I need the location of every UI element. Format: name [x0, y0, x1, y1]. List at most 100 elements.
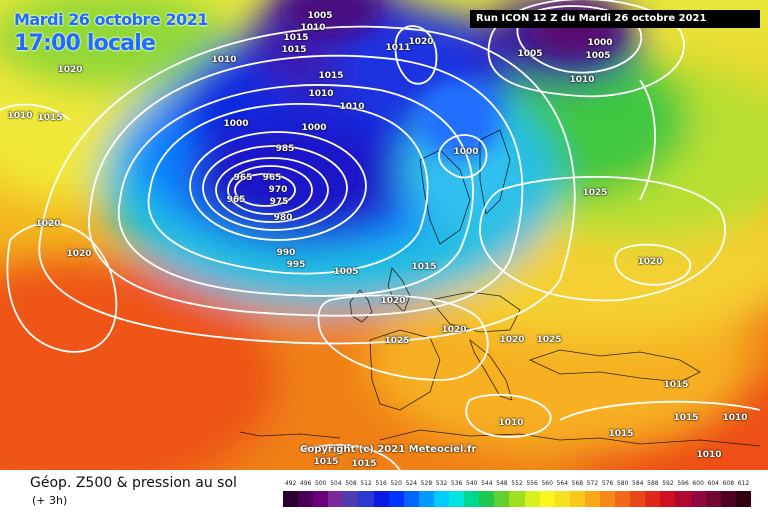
color-scale-label: 572 [586, 480, 599, 487]
color-scale-swatch [313, 491, 329, 507]
copyright-text: Copyright (c) 2021 Meteociel.fr [300, 444, 477, 455]
model-run-label: Run ICON 12 Z du Mardi 26 octobre 2021 [470, 10, 760, 28]
color-scale-swatch [705, 491, 721, 507]
isobar-label: 1015 [608, 429, 634, 439]
isobar-label: 1015 [281, 45, 307, 55]
map-title: Géop. Z500 & pression au sol [30, 475, 237, 491]
isobar-label: 970 [268, 185, 288, 195]
isobar-label: 995 [286, 260, 306, 270]
color-scale-swatch [524, 491, 540, 507]
isobar-label: 1020 [380, 296, 406, 306]
isobar-label: 1015 [313, 457, 339, 467]
isobar-label: 1000 [453, 147, 479, 157]
color-scale-label: 588 [647, 480, 659, 487]
color-scale-label: 532 [435, 480, 448, 487]
isobar-label: 1025 [582, 188, 608, 198]
isobar-label: 1025 [536, 335, 562, 345]
isobar-label: 1020 [637, 257, 663, 267]
geopotential-field [0, 0, 768, 470]
isobar-label: 1015 [411, 262, 437, 272]
color-scale-swatch [599, 491, 616, 507]
isobar-label: 1010 [569, 75, 595, 85]
color-scale-label: 512 [360, 480, 372, 487]
color-scale-swatch [584, 491, 600, 507]
color-scale-swatch [343, 491, 359, 507]
forecast-time: 17:00 locale [14, 31, 156, 56]
color-scale-label: 500 [315, 480, 327, 487]
color-scale: 492 496 500 504 508 512 516 520 524 528 532 536 540 5… [283, 480, 751, 508]
color-scale-swatch [388, 491, 404, 507]
color-scale-label: 544 [481, 480, 493, 487]
color-scale-bar [283, 491, 751, 507]
isobar-label: 1020 [35, 219, 61, 229]
forecast-date: Mardi 26 octobre 2021 [14, 10, 208, 29]
color-scale-label: 564 [556, 480, 569, 487]
color-scale-label: 600 [692, 480, 704, 487]
color-scale-label: 556 [526, 480, 538, 487]
isobar-label: 1000 [587, 38, 613, 48]
forecast-offset: (+ 3h) [32, 494, 68, 507]
color-scale-label: 508 [345, 480, 357, 487]
isobar-label: 1005 [307, 11, 333, 21]
color-scale-swatch [660, 491, 676, 507]
isobar-label: 980 [273, 213, 293, 223]
color-scale-label: 584 [632, 480, 644, 487]
color-scale-label: 576 [601, 480, 614, 487]
color-scale-swatch [298, 491, 314, 507]
map-legend-footer: Géop. Z500 & pression au sol (+ 3h) 492 4… [0, 470, 768, 512]
color-scale-labels: 492 496 500 504 508 512 516 520 524 528 532 536 540 5… [283, 480, 751, 490]
color-scale-swatch [403, 491, 419, 507]
color-scale-swatch [720, 491, 736, 507]
color-scale-swatch [449, 491, 465, 507]
color-scale-label: 608 [722, 480, 735, 487]
isobar-label: 1005 [333, 267, 359, 277]
color-scale-swatch [373, 491, 389, 507]
color-scale-swatch [630, 491, 646, 507]
isobar-label: 1015 [673, 413, 699, 423]
color-scale-label: 612 [737, 480, 750, 487]
isobar-label: 1010 [7, 111, 33, 121]
color-scale-swatch [539, 491, 555, 507]
isobar-label: 1000 [301, 123, 327, 133]
color-scale-label: 596 [677, 480, 689, 487]
weather-map: Mardi 26 octobre 2021 17:00 locale Run I… [0, 0, 768, 470]
color-scale-swatch [494, 491, 510, 507]
isobar-label: 1005 [585, 51, 611, 61]
isobar-label: 1015 [283, 33, 309, 43]
isobar-label: 1010 [498, 418, 524, 428]
isobar-label: 1020 [441, 325, 467, 335]
color-scale-label: 520 [390, 480, 402, 487]
color-scale-swatch [645, 491, 661, 507]
isobar-label: 1010 [722, 413, 748, 423]
color-scale-label: 496 [299, 480, 312, 487]
color-scale-label: 504 [330, 480, 342, 487]
isobar-label: 1010 [211, 55, 237, 65]
isobar-label: 1020 [66, 249, 92, 259]
color-scale-swatch [554, 491, 570, 507]
color-scale-label: 540 [465, 480, 478, 487]
color-scale-label: 552 [511, 480, 523, 487]
color-scale-swatch [615, 491, 631, 507]
color-scale-swatch [735, 491, 751, 507]
isobar-label: 1015 [351, 459, 377, 469]
color-scale-swatch [479, 491, 495, 507]
color-scale-swatch [464, 491, 480, 507]
isobar-label: 1010 [300, 23, 326, 33]
color-scale-swatch [418, 491, 434, 507]
color-scale-label: 524 [405, 480, 418, 487]
color-scale-swatch [328, 491, 344, 507]
isobar-label: 985 [275, 144, 295, 154]
isobar-label: 965 [262, 173, 282, 183]
isobar-label: 990 [276, 248, 296, 258]
color-scale-swatch [569, 491, 585, 507]
isobar-label: 1010 [696, 450, 722, 460]
color-scale-label: 580 [616, 480, 629, 487]
color-scale-label: 560 [541, 480, 553, 487]
isobar-label: 1015 [37, 113, 63, 123]
isobar-label: 1010 [339, 102, 365, 112]
isobar-label: 1025 [384, 336, 410, 346]
isobar-label: 965 [226, 195, 246, 205]
isobar-label: 1015 [318, 71, 344, 81]
isobar-label: 1011 [385, 43, 411, 53]
color-scale-swatch [283, 491, 299, 507]
